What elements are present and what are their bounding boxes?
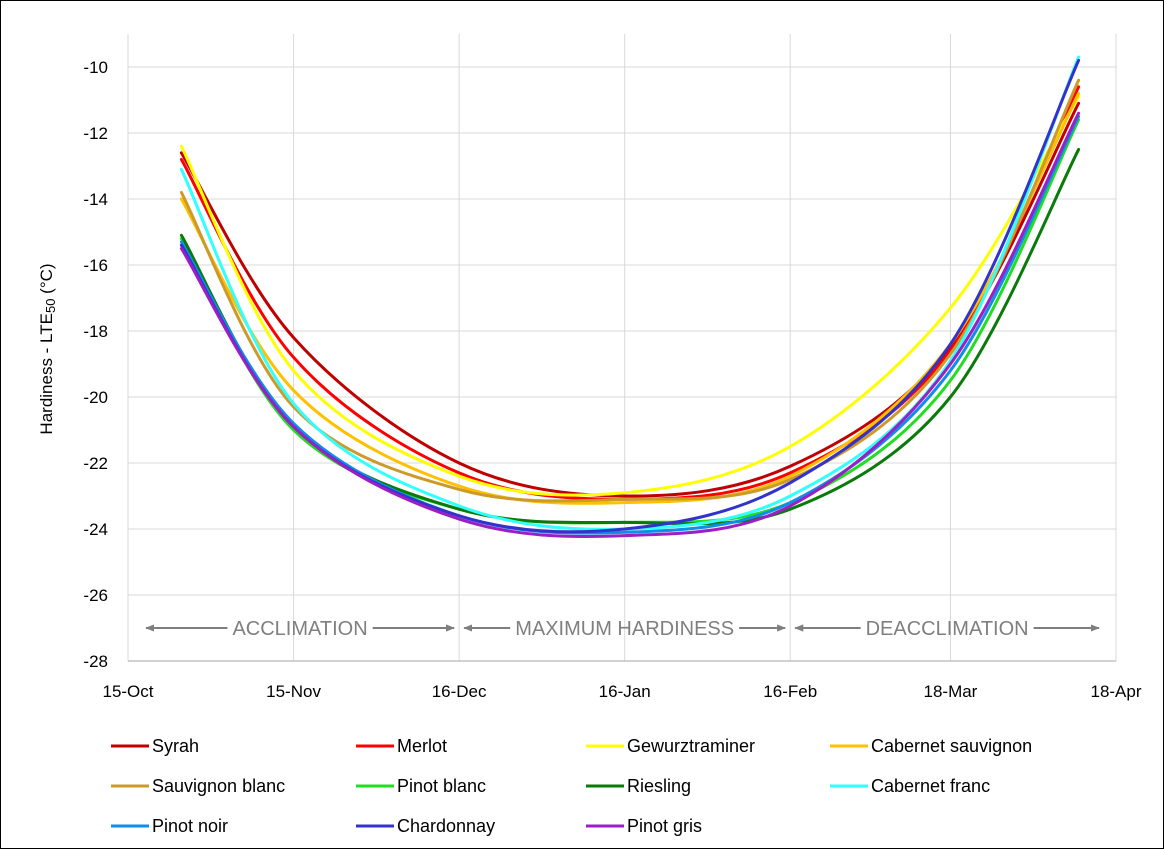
x-tick-label: 18-Mar	[924, 682, 978, 701]
legend-item-pinot-gris: Pinot gris	[586, 816, 702, 836]
x-tick-labels: 15-Oct 15-Nov 16-Dec 16-Jan 16-Feb 18-Mar 18-A…	[102, 682, 1141, 701]
legend-item-riesling: Riesling	[586, 776, 691, 796]
legend-label: Cabernet sauvignon	[871, 736, 1032, 756]
legend-label: Syrah	[152, 736, 199, 756]
series-line-pinot-noir	[179, 115, 1081, 535]
legend-item-merlot: Merlot	[356, 736, 447, 756]
legend-item-sauvignon-blanc: Sauvignon blanc	[111, 776, 285, 796]
x-tick-label: 16-Feb	[763, 682, 817, 701]
series-line-pinot-blanc	[179, 118, 1081, 525]
x-tick-label: 16-Dec	[432, 682, 487, 701]
series-line-chardonnay	[179, 58, 1081, 534]
y-axis-title-prefix: Hardiness - LTE	[37, 313, 56, 435]
phase-label: ACCLIMATION	[232, 618, 367, 640]
legend-item-syrah: Syrah	[111, 736, 199, 756]
y-axis-title-suffix: (°C)	[37, 263, 56, 298]
phase-label: DEACCLIMATION	[866, 618, 1029, 640]
y-tick-label: -28	[83, 652, 108, 671]
legend-label: Pinot blanc	[397, 776, 486, 796]
series-line-gewurztraminer	[179, 95, 1081, 497]
y-tick-label: -24	[83, 520, 108, 539]
series-line-sauvignon-blanc	[179, 78, 1081, 503]
series-lines	[179, 55, 1081, 538]
legend-label: Chardonnay	[397, 816, 495, 836]
x-tick-label: 15-Nov	[266, 682, 321, 701]
legend-label: Pinot gris	[627, 816, 702, 836]
legend-label: Riesling	[627, 776, 691, 796]
legend-label: Merlot	[397, 736, 447, 756]
legend: Syrah Merlot Gewurztraminer Cabernet sauvig…	[111, 736, 1032, 836]
series-line-riesling	[179, 148, 1081, 526]
series-line-merlot	[179, 85, 1081, 501]
y-tick-label: -10	[83, 58, 108, 77]
phase-1: ACCLIMATION	[145, 618, 456, 640]
legend-item-gewurztraminer: Gewurztraminer	[586, 736, 755, 756]
legend-item-cabernet-sauvignon: Cabernet sauvignon	[830, 736, 1032, 756]
y-axis-title-subscript: 50	[43, 299, 58, 313]
y-tick-label: -16	[83, 256, 108, 275]
legend-label: Gewurztraminer	[627, 736, 755, 756]
y-tick-labels: -10 -12 -14 -16 -18 -20 -22 -24 -26 -28	[83, 58, 108, 671]
series-line-cabernet-franc	[179, 55, 1081, 531]
y-axis-title: Hardiness - LTE50 (°C)	[37, 263, 58, 434]
phase-annotations: ACCLIMATION MAXIMUM HARDINESS DEACCLIMATIO…	[145, 618, 1100, 640]
legend-item-pinot-noir: Pinot noir	[111, 816, 228, 836]
series-line-syrah	[179, 101, 1081, 498]
y-tick-label: -20	[83, 388, 108, 407]
x-tick-label: 15-Oct	[102, 682, 153, 701]
phase-3: DEACCLIMATION	[794, 618, 1100, 640]
y-tick-label: -22	[83, 454, 108, 473]
x-tick-label: 18-Apr	[1090, 682, 1141, 701]
legend-item-cabernet-franc: Cabernet franc	[830, 776, 990, 796]
phase-label: MAXIMUM HARDINESS	[515, 618, 734, 640]
grid	[127, 34, 1117, 661]
y-tick-label: -18	[83, 322, 108, 341]
x-tick-label: 16-Jan	[599, 682, 651, 701]
phase-2: MAXIMUM HARDINESS	[463, 618, 787, 640]
series-line-pinot-gris	[179, 111, 1081, 538]
legend-item-pinot-blanc: Pinot blanc	[356, 776, 486, 796]
y-tick-label: -12	[83, 124, 108, 143]
y-tick-label: -26	[83, 586, 108, 605]
y-tick-label: -14	[83, 190, 108, 209]
legend-label: Pinot noir	[152, 816, 228, 836]
legend-label: Cabernet franc	[871, 776, 990, 796]
legend-item-chardonnay: Chardonnay	[356, 816, 495, 836]
legend-label: Sauvignon blanc	[152, 776, 285, 796]
